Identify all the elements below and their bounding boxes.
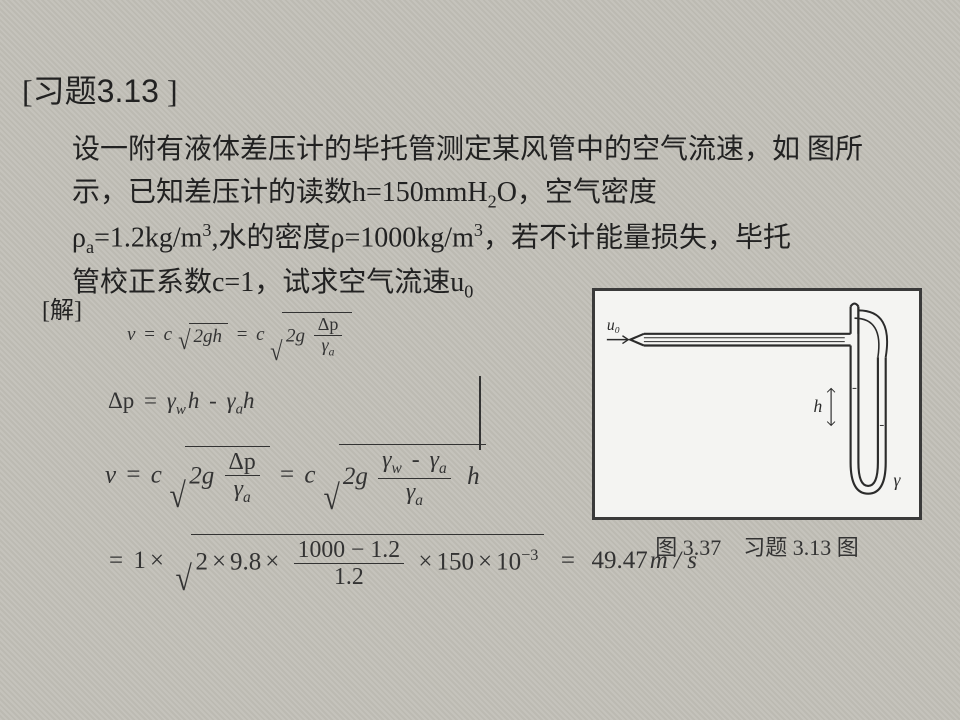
u-sub: 0 xyxy=(464,282,473,302)
rhoa-cubed: 3 xyxy=(202,220,211,240)
eq3-a3: a xyxy=(415,491,423,508)
problem-line1: 设一附有液体差压计的毕托管测定某风管中的空气流速，如 xyxy=(72,134,800,165)
eq4-two: 2 xyxy=(195,548,208,575)
eq1-sqrt2: √ 2g Δp γa xyxy=(269,312,352,359)
title-num: 3.13 xyxy=(97,73,159,109)
eq3-v: v xyxy=(105,461,116,488)
eq3-sqrt2: √ 2g γw - γa γa h xyxy=(322,444,486,509)
rhow-cubed: 3 xyxy=(474,220,483,240)
eq1-dp: Δp xyxy=(318,314,339,334)
eq3-eq2: = xyxy=(276,461,298,488)
h-sub: 2 xyxy=(488,192,497,212)
pitot-svg: u₀ h γ xyxy=(601,297,913,511)
eq3-gw: γ xyxy=(382,447,391,473)
eq1-eq2: = xyxy=(233,324,252,345)
eq3-c1: c xyxy=(151,461,162,488)
stray-vertical-bar xyxy=(479,376,481,450)
eq4-hval: 150 xyxy=(436,548,474,575)
h-expr: h=150mmH xyxy=(352,177,488,208)
line3b: ，若不计能量损失，毕托 xyxy=(483,223,791,254)
fig-u0-label: u₀ xyxy=(607,317,620,334)
eq2-h1: h xyxy=(188,388,200,413)
eq2-h2: h xyxy=(243,388,255,413)
eq1-2g: 2g xyxy=(286,326,305,347)
eq4-one: 1 xyxy=(133,547,146,574)
figure-caption: 图 3.37 习题 3.13 图 xyxy=(602,530,912,562)
eq4-x2: × xyxy=(208,548,230,575)
eq1-c2: c xyxy=(256,324,264,345)
problem-statement: 设一附有液体差压计的毕托管测定某风管中的空气流速，如 图所示，已知差压计的读数h… xyxy=(72,128,902,306)
equation-3: v = c √ 2g Δp γa = c √ 2g γw - γa γa h xyxy=(105,444,486,509)
eq4-x1: × xyxy=(146,547,168,574)
eq4-num: 1000 − 1.2 xyxy=(294,537,404,563)
problem-number: [习题3.13 ] xyxy=(22,66,178,112)
eq3-a1: a xyxy=(243,489,251,506)
eq4-x5: × xyxy=(474,548,496,575)
eq4-eq1: = xyxy=(105,547,127,574)
eq1-eq1: = xyxy=(140,324,159,345)
eq3-h: h xyxy=(467,463,480,490)
line3-mid: ,水的密度 xyxy=(212,223,331,254)
rhoa-sym: ρ xyxy=(72,223,86,254)
eq3-2g1: 2g xyxy=(189,463,214,490)
fig-gamma-label: γ xyxy=(894,470,902,490)
eq1-frac: Δp γa xyxy=(314,315,343,359)
eq4-x4: × xyxy=(414,548,436,575)
eq4-den: 1.2 xyxy=(330,564,368,590)
title-pre: [习题 xyxy=(22,73,97,109)
rhoa-val: =1.2kg/m xyxy=(94,223,202,254)
eq3-eq1: = xyxy=(122,461,144,488)
eq3-ga3: γ xyxy=(406,479,415,505)
eq4-eq2: = xyxy=(557,547,579,574)
eq3-frac1: Δp γa xyxy=(225,449,260,507)
eq3-ga1: γ xyxy=(234,476,243,502)
eq1-ga: γ xyxy=(322,335,329,355)
rhoa-sub: a xyxy=(86,237,94,257)
equation-1: v = c √2gh = c √ 2g Δp γa xyxy=(127,312,352,359)
eq4-x3: × xyxy=(261,548,283,575)
eq1-gasub: a xyxy=(329,345,335,358)
eq2-ga: γ xyxy=(227,388,236,413)
rhow: ρ=1000kg/m xyxy=(331,223,474,254)
eq4-sqrt: √ 2×9.8× 1000 − 1.2 1.2 ×150×10−3 xyxy=(174,534,544,590)
equation-2: Δp = γwh - γah xyxy=(108,388,255,419)
eq1-c1: c xyxy=(164,324,172,345)
eq3-a2: a xyxy=(439,460,447,477)
eq2-w: w xyxy=(176,402,188,418)
eq4-frac: 1000 − 1.2 1.2 xyxy=(294,537,404,590)
eq4-g: 9.8 xyxy=(230,548,261,575)
eq4-ten: 10 xyxy=(496,548,521,575)
eq2-eq: = xyxy=(140,388,161,413)
line4a: 管校正系数c=1，试求空气流速u xyxy=(72,267,464,298)
eq4-exp: −3 xyxy=(521,546,538,564)
h-after: O xyxy=(497,177,517,208)
figure-pitot-tube: u₀ h γ xyxy=(592,288,922,520)
solution-label: [解] xyxy=(42,290,82,325)
eq2-gw: γ xyxy=(167,388,176,413)
eq2-lhs: Δp xyxy=(108,388,134,413)
eq1-2gh: 2gh xyxy=(193,326,222,347)
eq3-2g2: 2g xyxy=(343,463,368,490)
problem-line2b: ，空气密度 xyxy=(517,177,657,208)
eq1-v: v xyxy=(127,324,135,345)
eq3-w: w xyxy=(392,460,402,477)
eq1-sqrt1: √2gh xyxy=(177,323,228,348)
eq2-a: a xyxy=(236,402,243,418)
fig-h-label: h xyxy=(814,396,823,416)
eq3-frac2: γw - γa γa xyxy=(378,447,451,509)
title-post: ] xyxy=(159,73,178,109)
eq3-sqrt1: √ 2g Δp γa xyxy=(168,446,270,507)
eq3-dp: Δp xyxy=(229,449,256,475)
eq3-ga2: γ xyxy=(430,447,439,473)
eq3-c2: c xyxy=(304,461,315,488)
